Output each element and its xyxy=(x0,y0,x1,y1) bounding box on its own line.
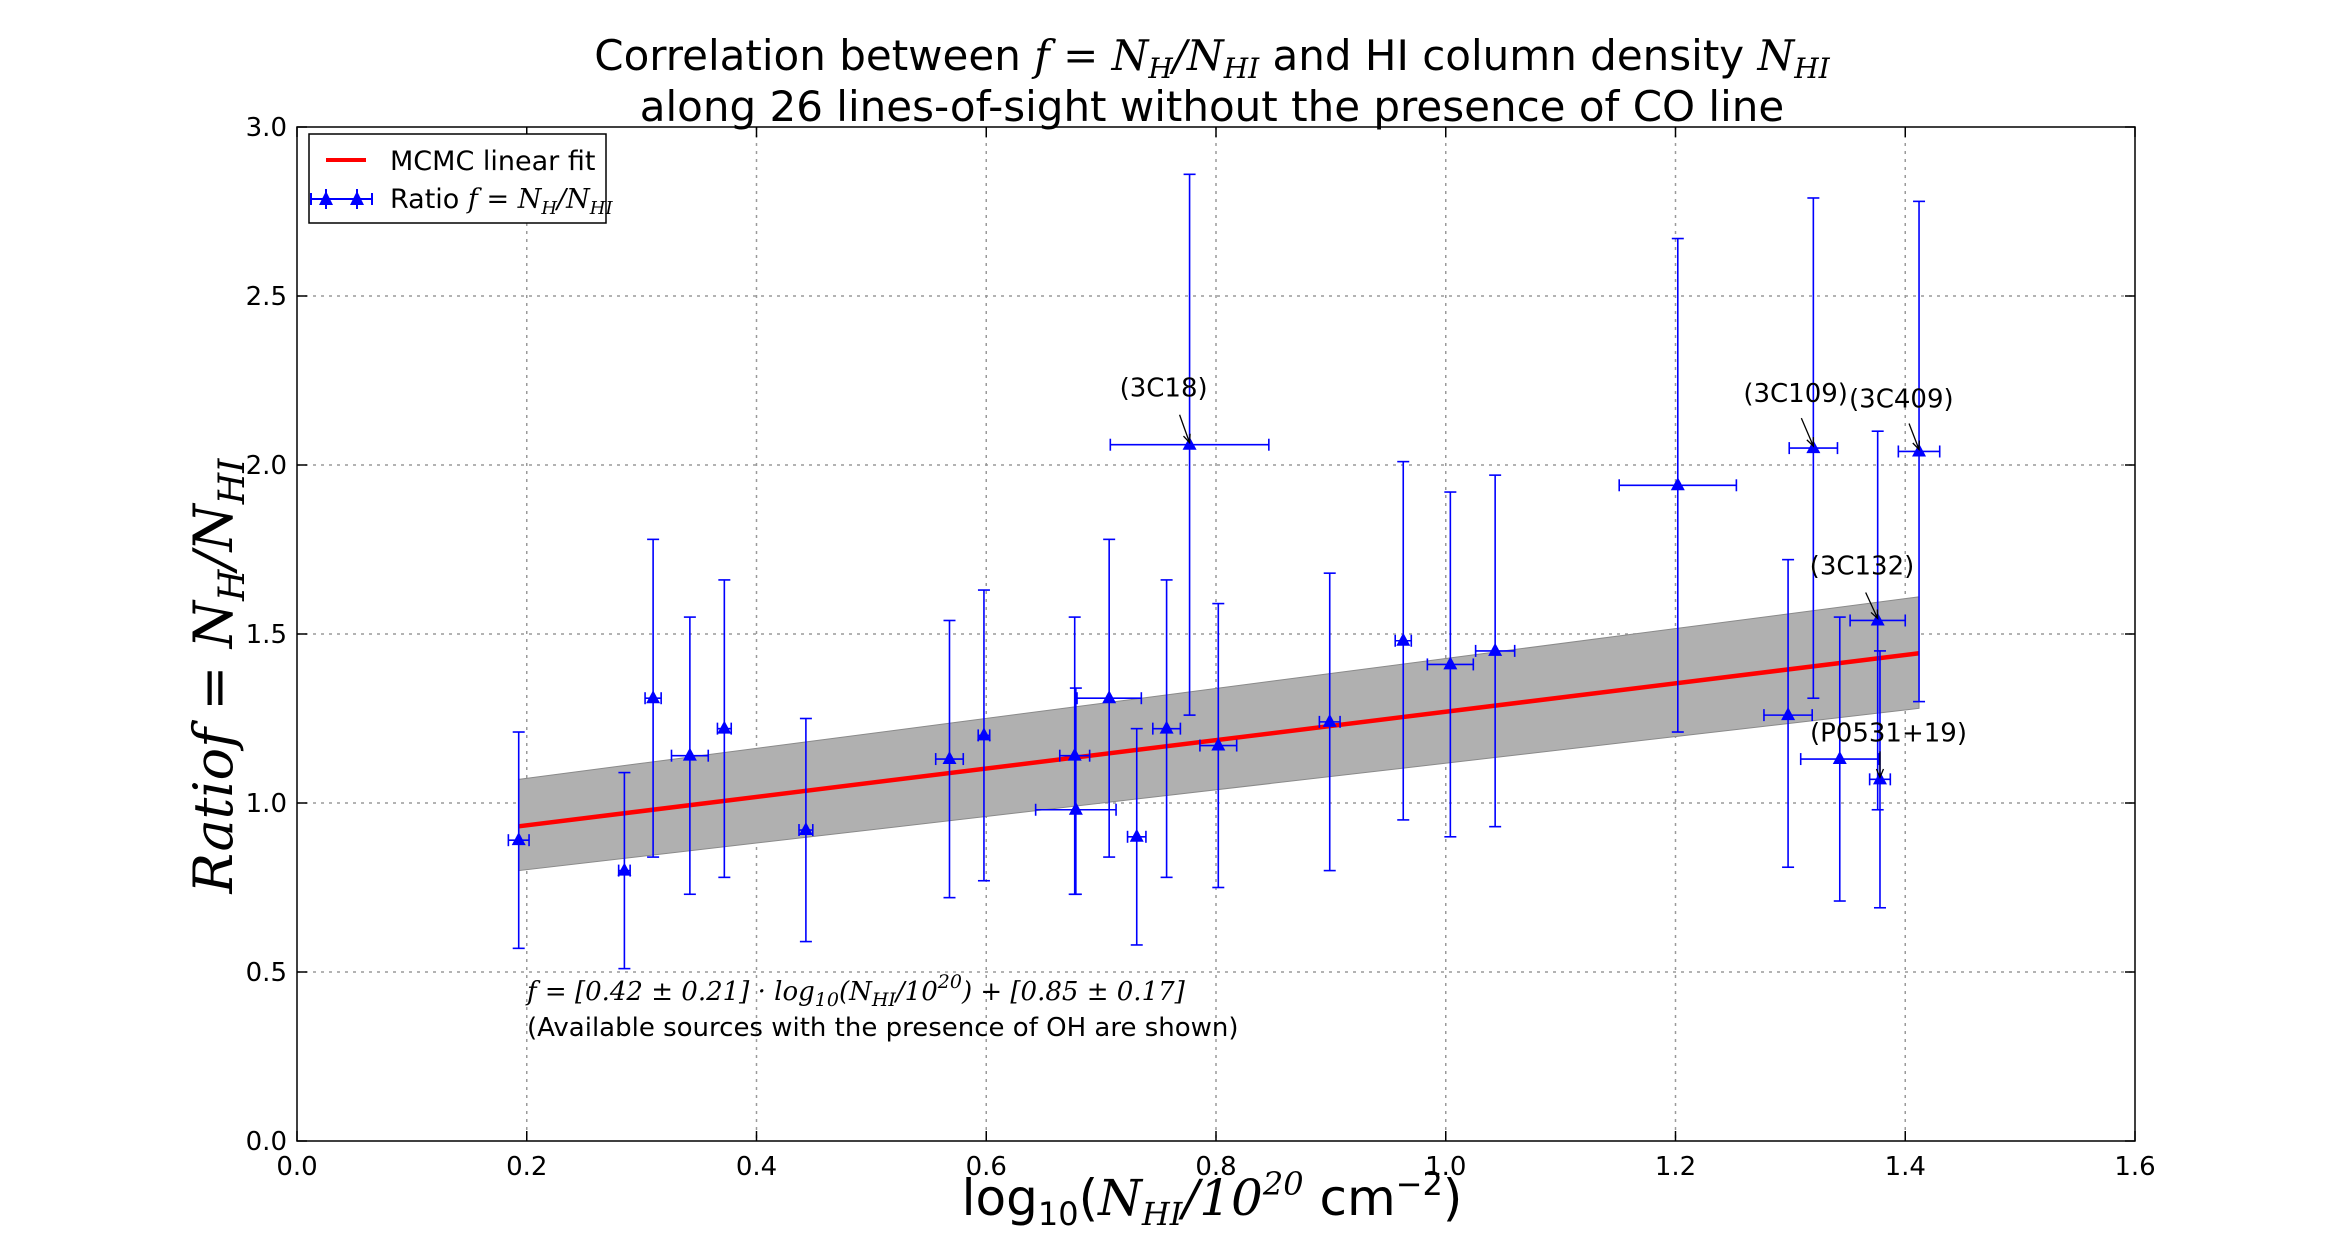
annotation-arrowhead xyxy=(1806,437,1815,448)
annotation: (P0531+19) xyxy=(1810,718,1967,780)
chart-title-line-2: along 26 lines-of-sight without the pres… xyxy=(640,82,1784,131)
y-tick-label: 2.0 xyxy=(246,451,287,481)
annotation: (3C109) xyxy=(1743,379,1848,448)
data-point xyxy=(670,616,710,896)
data-point xyxy=(1199,602,1238,889)
annotation-arrowhead xyxy=(1183,433,1191,445)
data-point xyxy=(1318,572,1341,872)
triangle-marker xyxy=(1067,747,1082,761)
triangle-marker xyxy=(1396,632,1411,646)
x-tick-label: 0.4 xyxy=(736,1152,777,1182)
data-point xyxy=(1109,173,1270,716)
x-tick-label: 1.2 xyxy=(1655,1152,1696,1182)
legend-ratio-label: Ratio f = NH/NHI xyxy=(390,184,613,219)
triangle-marker xyxy=(1159,720,1174,734)
triangle-marker xyxy=(1068,801,1083,815)
x-tick-label: 1.0 xyxy=(1425,1152,1466,1182)
data-point xyxy=(716,579,733,879)
data-point xyxy=(617,771,632,970)
data-point xyxy=(1126,727,1147,946)
data-point xyxy=(644,538,662,858)
data-point xyxy=(976,589,991,882)
triangle-marker xyxy=(1670,477,1685,491)
triangle-marker xyxy=(646,690,661,704)
data-point xyxy=(1849,430,1907,811)
data-point xyxy=(1799,616,1880,902)
triangle-marker xyxy=(617,862,632,876)
triangle-marker xyxy=(942,751,957,765)
triangle-marker xyxy=(1443,656,1458,670)
triangle-marker xyxy=(798,822,813,836)
triangle-marker xyxy=(717,720,732,734)
y-tick-label: 3.0 xyxy=(246,113,287,143)
triangle-marker xyxy=(1781,707,1796,721)
triangle-marker xyxy=(1102,690,1117,704)
x-tick-label: 0.8 xyxy=(1195,1152,1236,1182)
oh-sources-note: (Available sources with the presence of … xyxy=(527,1013,1239,1043)
data-point xyxy=(1152,579,1182,879)
annotation: (3C409) xyxy=(1849,384,1954,452)
annotation-arrow xyxy=(1865,592,1879,619)
annotation-arrow xyxy=(1908,423,1920,450)
triangle-marker xyxy=(976,727,991,741)
data-point xyxy=(798,717,814,943)
annotation-layer: (3C18) (3C109) (3C409) (3C132) (P0531+19) xyxy=(1120,374,1967,780)
annotation-arrow xyxy=(1178,414,1191,443)
triangle-marker xyxy=(511,832,526,846)
y-axis-label: Ratiof = NH/NHI xyxy=(182,458,253,895)
data-point xyxy=(934,619,965,899)
annotation-arrowhead xyxy=(1912,440,1920,452)
annotation-arrowhead xyxy=(1870,609,1879,620)
triangle-marker xyxy=(1211,737,1226,751)
triangle-marker xyxy=(1129,828,1144,842)
legend-box xyxy=(308,133,607,224)
data-point xyxy=(1474,474,1516,828)
data-point xyxy=(1058,616,1091,896)
legend-fit-label: MCMC linear fit xyxy=(390,146,595,177)
triangle-marker xyxy=(682,747,697,761)
annotation-label: (3C109) xyxy=(1743,379,1848,409)
annotation-label: (3C409) xyxy=(1849,384,1954,414)
x-tick-label: 1.4 xyxy=(1885,1152,1926,1182)
annotation: (3C18) xyxy=(1120,374,1208,445)
ticks-layer: 0.0 0.2 0.4 0.6 0.8 1.0 1.2 1.4 1.6 0.0 0.5 1.0 1.5 2… xyxy=(246,113,2156,1182)
fit-equation: f = [0.42 ± 0.21] · log10(NHI/1020) + [0… xyxy=(525,971,1186,1011)
data-point xyxy=(1034,687,1117,896)
y-tick-label: 0.5 xyxy=(246,958,287,988)
data-point xyxy=(1394,460,1413,821)
annotation-label: (3C18) xyxy=(1120,374,1208,404)
triangle-marker xyxy=(1832,751,1847,765)
data-point xyxy=(507,731,530,950)
annotation-label: (3C132) xyxy=(1810,551,1915,581)
data-points-layer xyxy=(507,173,1941,970)
x-tick-label: 0.2 xyxy=(506,1152,547,1182)
data-point xyxy=(1618,237,1738,733)
x-tick-label: 0.0 xyxy=(276,1152,317,1182)
x-axis-label: log10(NHI/1020 cm−2) xyxy=(962,1165,1463,1233)
annotation: (3C132) xyxy=(1810,551,1915,620)
chart-title-line-1: Correlation between f = NH/NHI and HI co… xyxy=(594,31,1830,85)
data-point xyxy=(1763,558,1814,869)
y-tick-label: 0.0 xyxy=(246,1127,287,1157)
y-tick-label: 1.5 xyxy=(246,620,287,650)
x-tick-label: 0.6 xyxy=(966,1152,1007,1182)
y-tick-label: 1.0 xyxy=(246,789,287,819)
annotation-arrowhead xyxy=(1875,768,1885,780)
x-tick-label: 1.6 xyxy=(2114,1152,2155,1182)
triangle-marker xyxy=(1488,642,1503,656)
data-point xyxy=(1426,491,1475,838)
y-tick-label: 2.5 xyxy=(246,282,287,312)
data-point xyxy=(1076,538,1143,858)
annotation-arrow xyxy=(1800,417,1814,447)
triangle-marker xyxy=(1322,713,1337,727)
legend: MCMC linear fit Ratio f = NH/NHI xyxy=(308,133,613,224)
legend-ratio-swatch xyxy=(310,189,373,209)
annotation-label: (P0531+19) xyxy=(1810,718,1967,748)
